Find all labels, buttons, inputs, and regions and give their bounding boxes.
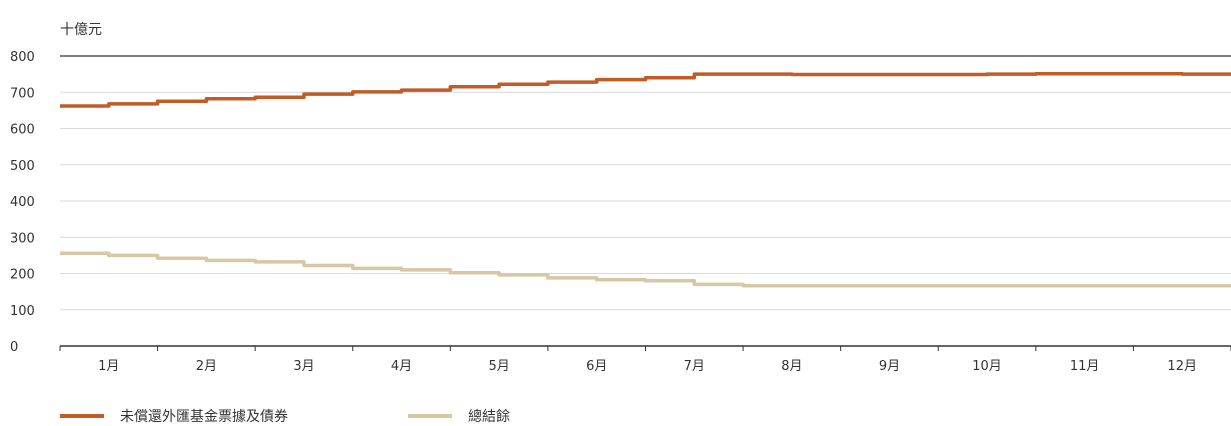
- x-tick-label: 8月: [781, 359, 802, 374]
- x-tick-label: 9月: [879, 359, 900, 374]
- x-tick-label: 6月: [586, 359, 607, 374]
- y-tick-label: 100: [10, 304, 35, 319]
- legend: 未償還外匯基金票據及債券 總結餘: [60, 406, 630, 426]
- series-lines: [60, 72, 1231, 288]
- series-line-aggregate-balance: [60, 251, 1231, 288]
- x-tick-label: 11月: [1070, 359, 1100, 374]
- legend-swatch-aggregate-balance: [408, 414, 452, 418]
- x-tick-label: 2月: [196, 359, 217, 374]
- legend-swatch-outstanding-bills: [60, 414, 104, 418]
- legend-item-aggregate-balance: 總結餘: [408, 406, 510, 426]
- y-tick-label: 500: [10, 159, 35, 174]
- x-tick-label: 1月: [98, 359, 119, 374]
- legend-label-aggregate-balance: 總結餘: [468, 409, 510, 425]
- legend-label-outstanding-bills: 未償還外匯基金票據及債券: [120, 409, 288, 425]
- y-tick-label: 600: [10, 123, 35, 138]
- legend-item-outstanding-bills: 未償還外匯基金票據及債券: [60, 406, 288, 426]
- y-tick-label: 0: [10, 340, 18, 355]
- y-tick-label: 800: [10, 50, 35, 65]
- x-tick-label: 7月: [684, 359, 705, 374]
- series-line-outstanding-bills: [60, 72, 1231, 108]
- y-axis-unit-label: 十億元: [60, 22, 102, 38]
- x-tick-label: 5月: [488, 359, 509, 374]
- y-tick-label: 300: [10, 231, 35, 246]
- x-axis: 1月 2月 3月 4月 5月 6月 7月 8月 9月 10月 11月 12月: [59, 345, 1231, 374]
- y-tick-label: 200: [10, 268, 35, 283]
- x-tick-label: 12月: [1167, 359, 1197, 374]
- y-axis-ticks: 0 100 200 300 400 500 600 700 800: [10, 50, 35, 355]
- x-tick-label: 4月: [391, 359, 412, 374]
- y-tick-label: 700: [10, 86, 35, 101]
- gridlines: [60, 55, 1231, 311]
- y-tick-label: 400: [10, 195, 35, 210]
- x-tick-label: 10月: [972, 359, 1002, 374]
- x-tick-label: 3月: [293, 359, 314, 374]
